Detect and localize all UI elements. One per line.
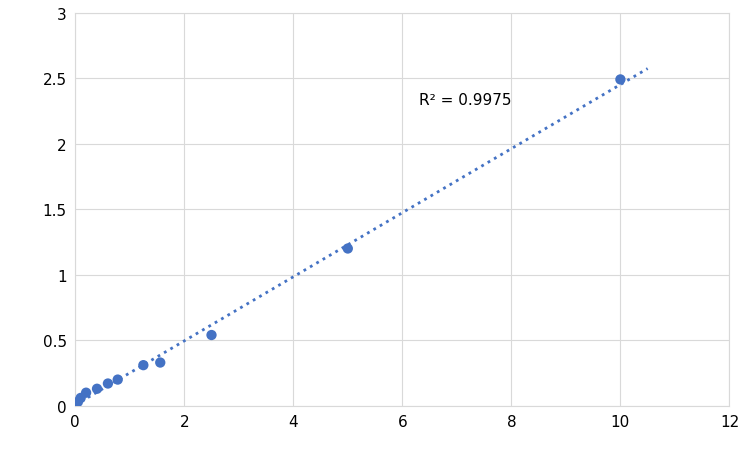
Point — [72, 398, 84, 405]
Point — [74, 395, 86, 402]
Point — [341, 245, 353, 253]
Point — [69, 402, 81, 410]
Point — [112, 376, 124, 383]
Point — [80, 389, 92, 396]
Point — [91, 385, 103, 392]
Point — [205, 331, 217, 339]
Point — [614, 77, 626, 84]
Point — [154, 359, 166, 366]
Text: R² = 0.9975: R² = 0.9975 — [419, 93, 511, 108]
Point — [138, 362, 150, 369]
Point — [102, 380, 114, 387]
